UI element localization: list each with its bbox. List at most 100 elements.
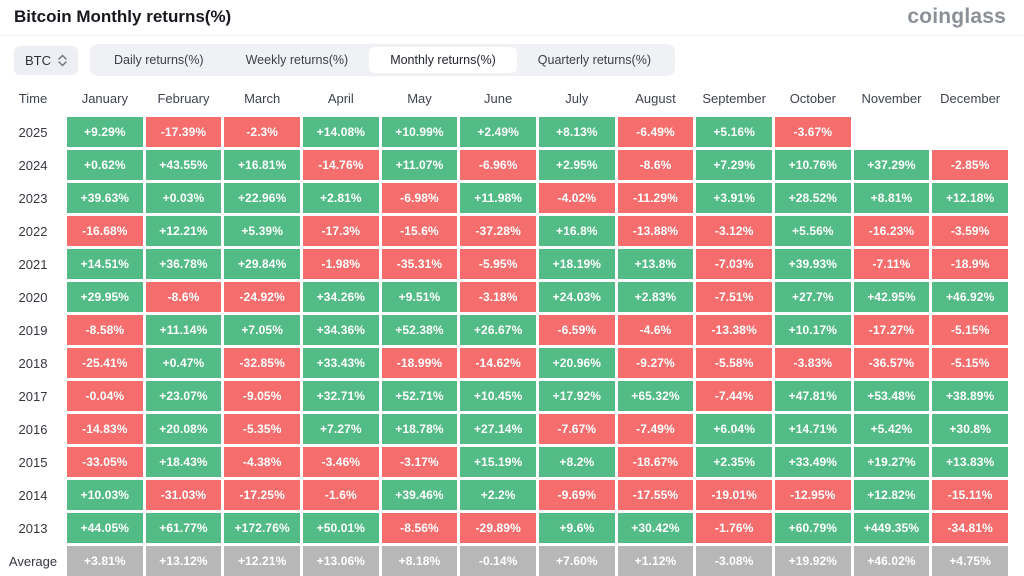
return-cell: -3.59% — [932, 216, 1008, 246]
return-cell: +52.71% — [381, 381, 458, 411]
column-header-time: Time — [18, 91, 48, 106]
return-cell: +18.78% — [381, 414, 458, 444]
return-cell: +52.38% — [381, 315, 458, 345]
return-cell: -8.58% — [67, 315, 143, 345]
column-header-april: April — [327, 91, 354, 106]
return-cell: +10.76% — [774, 150, 851, 180]
return-cell: -17.25% — [224, 480, 300, 510]
tab-weekly-returns[interactable]: Weekly returns(%) — [225, 47, 370, 73]
return-cell: -9.05% — [224, 381, 300, 411]
return-cell: +23.07% — [145, 381, 222, 411]
return-cell: +20.96% — [538, 348, 615, 378]
row-label-year: 2023 — [18, 190, 48, 206]
return-cell: -25.41% — [67, 348, 143, 378]
return-cell: -2.85% — [932, 150, 1008, 180]
return-cell: +39.93% — [774, 249, 851, 279]
returns-table: Time January February March April May June July… — [0, 84, 1024, 576]
topbar: Bitcoin Monthly returns(%) coinglass — [0, 0, 1024, 36]
return-cell: -6.98% — [381, 183, 458, 213]
return-cell: -17.3% — [302, 216, 379, 246]
return-cell: +15.19% — [460, 447, 536, 477]
column-header-march: March — [244, 91, 281, 106]
return-cell: +13.06% — [302, 546, 379, 576]
row-label-year: 2013 — [18, 520, 48, 536]
return-cell: +33.43% — [302, 348, 379, 378]
return-cell: +11.07% — [381, 150, 458, 180]
return-cell-empty — [932, 117, 1008, 147]
return-cell: +44.05% — [67, 513, 143, 543]
column-header-august: August — [635, 91, 676, 106]
return-cell: +12.21% — [224, 546, 300, 576]
return-cell: +34.26% — [302, 282, 379, 312]
controls-bar: BTC Daily returns(%) Weekly returns(%) Mon… — [0, 36, 1024, 84]
return-cell: +50.01% — [302, 513, 379, 543]
return-cell: -34.81% — [932, 513, 1008, 543]
return-cell: +60.79% — [774, 513, 851, 543]
return-cell: +7.60% — [538, 546, 615, 576]
return-cell: -15.11% — [932, 480, 1008, 510]
sort-arrows-icon — [58, 54, 67, 67]
return-cell: -17.55% — [617, 480, 694, 510]
returns-period-tabs: Daily returns(%) Weekly returns(%) Monthly… — [90, 44, 676, 76]
tab-monthly-returns[interactable]: Monthly returns(%) — [369, 47, 517, 73]
return-cell: +2.95% — [538, 150, 615, 180]
return-cell: +14.71% — [774, 414, 851, 444]
return-cell: -2.3% — [224, 117, 300, 147]
column-header-june: June — [484, 91, 513, 106]
return-cell: +46.92% — [932, 282, 1008, 312]
return-cell: +27.7% — [774, 282, 851, 312]
return-cell: +39.46% — [381, 480, 458, 510]
return-cell: +13.8% — [617, 249, 694, 279]
return-cell: -3.18% — [460, 282, 536, 312]
return-cell: -17.27% — [853, 315, 930, 345]
return-cell: -8.56% — [381, 513, 458, 543]
return-cell: +2.35% — [696, 447, 772, 477]
return-cell: +12.18% — [932, 183, 1008, 213]
return-cell: -1.76% — [696, 513, 772, 543]
return-cell: +32.71% — [302, 381, 379, 411]
return-cell: +42.95% — [853, 282, 930, 312]
return-cell: +18.19% — [538, 249, 615, 279]
return-cell: -9.69% — [538, 480, 615, 510]
return-cell: +12.21% — [145, 216, 222, 246]
return-cell: -7.67% — [538, 414, 615, 444]
return-cell: -0.14% — [460, 546, 536, 576]
column-header-october: October — [789, 91, 836, 106]
return-cell: +0.47% — [145, 348, 222, 378]
return-cell: +2.2% — [460, 480, 536, 510]
return-cell: -19.01% — [696, 480, 772, 510]
row-label-year: 2025 — [18, 124, 48, 140]
return-cell: -16.68% — [67, 216, 143, 246]
return-cell: +5.42% — [853, 414, 930, 444]
return-cell: +2.81% — [302, 183, 379, 213]
return-cell: +18.43% — [145, 447, 222, 477]
row-label-year: 2024 — [18, 157, 48, 173]
return-cell: -32.85% — [224, 348, 300, 378]
return-cell: +13.12% — [145, 546, 222, 576]
symbol-select[interactable]: BTC — [14, 45, 78, 75]
return-cell: +449.35% — [853, 513, 930, 543]
return-cell: +46.02% — [853, 546, 930, 576]
return-cell: -4.38% — [224, 447, 300, 477]
return-cell: +19.27% — [853, 447, 930, 477]
return-cell: +2.49% — [460, 117, 536, 147]
return-cell: +39.63% — [67, 183, 143, 213]
return-cell: -3.67% — [774, 117, 851, 147]
column-header-december: December — [940, 91, 1001, 106]
return-cell: -15.6% — [381, 216, 458, 246]
row-label-year: 2021 — [18, 256, 48, 272]
column-header-july: July — [565, 91, 589, 106]
return-cell: +9.6% — [538, 513, 615, 543]
return-cell: -5.15% — [932, 315, 1008, 345]
return-cell: +7.05% — [224, 315, 300, 345]
return-cell: -18.9% — [932, 249, 1008, 279]
return-cell: +0.03% — [145, 183, 222, 213]
column-header-january: January — [81, 91, 128, 106]
return-cell: +11.14% — [145, 315, 222, 345]
row-label-year: 2019 — [18, 322, 48, 338]
return-cell: +7.29% — [696, 150, 772, 180]
tab-quarterly-returns[interactable]: Quarterly returns(%) — [517, 47, 672, 73]
return-cell: -3.83% — [774, 348, 851, 378]
tab-daily-returns[interactable]: Daily returns(%) — [93, 47, 225, 73]
return-cell: -14.83% — [67, 414, 143, 444]
